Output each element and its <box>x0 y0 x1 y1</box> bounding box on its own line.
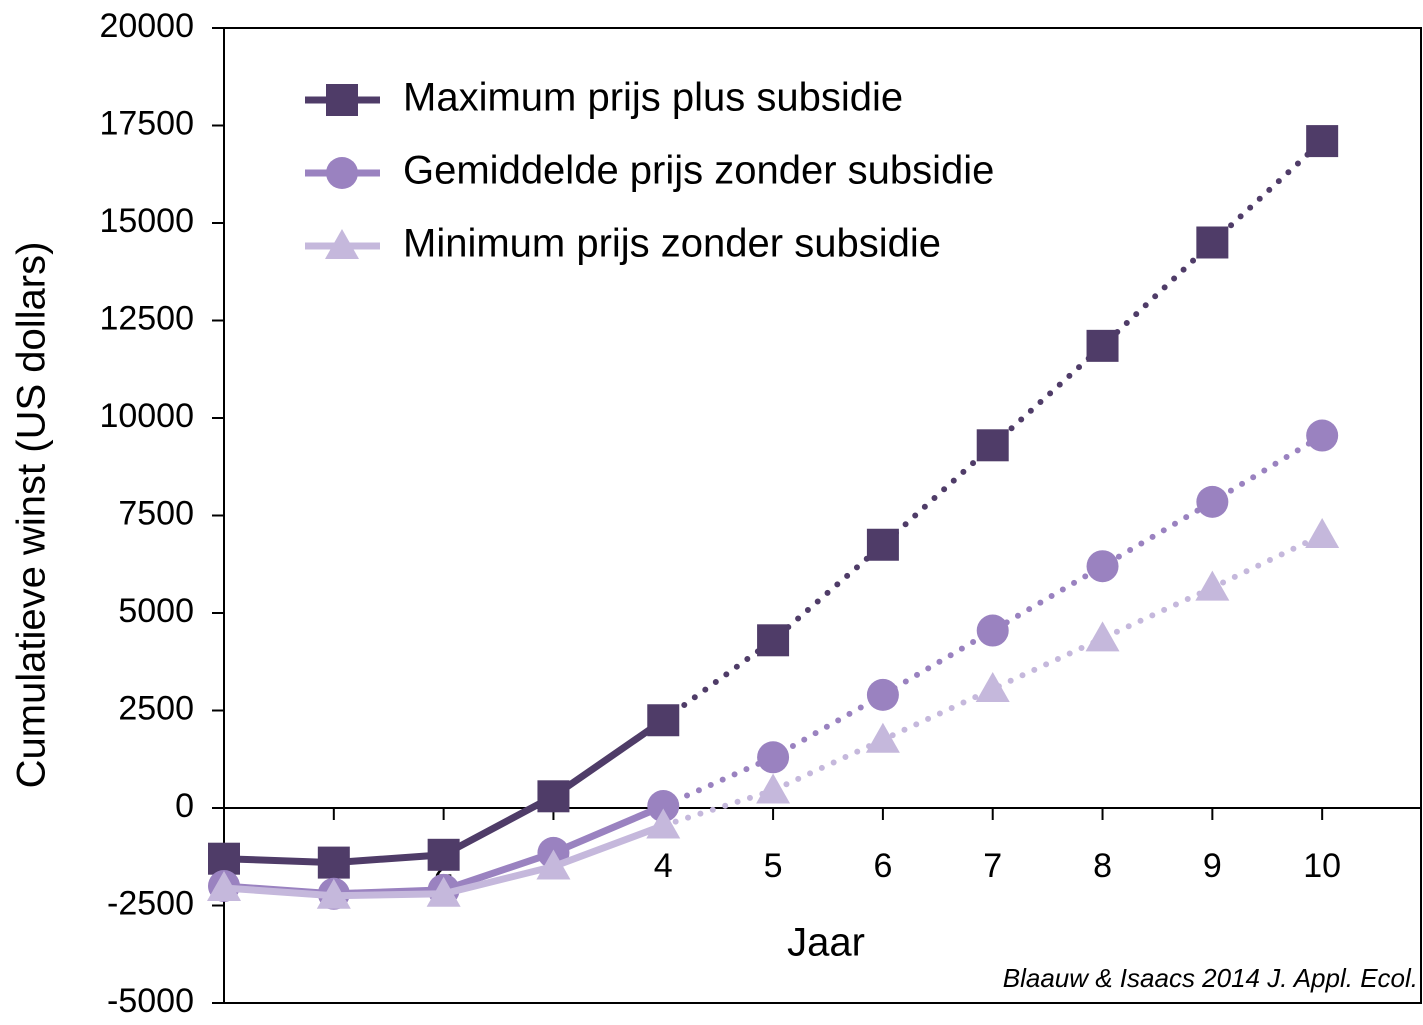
legend-label: Gemiddelde prijs zonder subsidie <box>403 149 994 193</box>
marker-square <box>208 842 240 875</box>
y-tick-label: 17500 <box>99 104 194 142</box>
x-tick-label: 8 <box>1093 847 1112 885</box>
marker-circle <box>757 741 790 774</box>
source-note: Blaauw & Isaacs 2014 J. Appl. Ecol. <box>1003 963 1418 993</box>
marker-square <box>866 528 899 561</box>
marker-square <box>976 429 1009 462</box>
x-tick-label: 5 <box>764 847 783 885</box>
y-tick-label: 12500 <box>99 299 194 337</box>
marker-circle <box>866 678 899 711</box>
y-tick-label: 20000 <box>99 7 194 45</box>
marker-circle <box>326 157 358 189</box>
x-tick-label: 4 <box>654 847 673 885</box>
marker-circle <box>1196 485 1229 518</box>
y-tick-label: -2500 <box>107 884 194 922</box>
marker-circle <box>976 614 1009 647</box>
marker-square <box>427 838 460 871</box>
marker-square <box>326 84 358 116</box>
marker-circle <box>1306 419 1339 452</box>
x-tick-label: 10 <box>1303 847 1341 885</box>
marker-triangle <box>536 849 571 880</box>
x-tick-label: 9 <box>1203 847 1222 885</box>
marker-square <box>1086 329 1119 362</box>
marker-triangle <box>426 876 461 907</box>
marker-square <box>1196 226 1229 259</box>
marker-triangle <box>865 722 900 753</box>
marker-triangle <box>975 672 1010 703</box>
marker-triangle <box>1305 518 1340 548</box>
marker-square <box>757 624 790 657</box>
marker-triangle <box>316 878 351 909</box>
marker-triangle <box>1085 621 1120 652</box>
marker-square <box>1306 125 1339 158</box>
marker-triangle <box>756 773 791 804</box>
y-axis-title: Cumulatieve winst (US dollars) <box>10 242 54 789</box>
marker-square <box>647 704 680 737</box>
marker-circle <box>647 790 680 823</box>
legend-label: Maximum prijs plus subsidie <box>403 76 903 120</box>
y-tick-label: 5000 <box>118 592 194 630</box>
marker-square <box>317 846 350 879</box>
x-tick-label: 7 <box>983 847 1002 885</box>
y-tick-label: 0 <box>175 787 194 825</box>
y-tick-label: 10000 <box>99 397 194 435</box>
y-tick-label: 2500 <box>118 689 194 727</box>
x-axis-title: Jaar <box>787 921 865 965</box>
y-tick-label: 15000 <box>99 202 194 240</box>
legend-label: Minimum prijs zonder subsidie <box>403 222 941 266</box>
y-tick-label: 7500 <box>118 494 194 532</box>
x-tick-label: 6 <box>873 847 892 885</box>
marker-triangle <box>1195 570 1230 601</box>
marker-triangle <box>207 870 241 901</box>
marker-triangle <box>325 229 359 259</box>
marker-triangle <box>646 808 681 839</box>
marker-circle <box>1086 550 1119 583</box>
y-tick-label: -5000 <box>107 982 194 1020</box>
marker-square <box>537 780 570 813</box>
